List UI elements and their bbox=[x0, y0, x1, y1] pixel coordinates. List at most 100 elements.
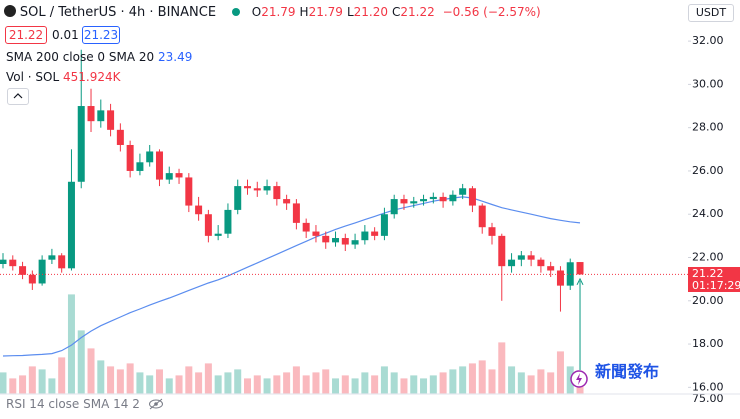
candle-body bbox=[361, 231, 369, 241]
ohlc: O21.79 H21.79 L21.20 C21.22 bbox=[252, 5, 439, 19]
volume-bar bbox=[547, 372, 555, 394]
volume-bar bbox=[312, 372, 320, 394]
volume-bar bbox=[107, 366, 115, 394]
volume-bar bbox=[517, 372, 525, 394]
volume-bar bbox=[449, 369, 457, 394]
candle-body bbox=[547, 266, 555, 271]
candle-body bbox=[38, 259, 46, 284]
candle-body bbox=[253, 188, 261, 191]
ohlc-value: 21.22 bbox=[400, 5, 435, 19]
candle-body bbox=[244, 186, 251, 189]
volume-bar bbox=[263, 378, 271, 394]
volume-bar bbox=[420, 378, 428, 394]
volume-bar bbox=[234, 369, 242, 394]
collapse-button[interactable] bbox=[7, 88, 29, 105]
rsi-label: RSI 14 close SMA 14 2 bbox=[6, 397, 140, 411]
candle-body bbox=[175, 173, 183, 178]
spread: 0.01 bbox=[52, 28, 79, 42]
y-tick-label: 32.00 bbox=[692, 34, 724, 47]
candle-body bbox=[58, 255, 66, 269]
volume-bar bbox=[302, 375, 310, 394]
candle-body bbox=[224, 209, 232, 234]
vol-value: 451.924K bbox=[62, 70, 121, 84]
currency-button[interactable]: USDT bbox=[688, 4, 734, 22]
ohlc-value: 21.79 bbox=[261, 5, 296, 19]
news-bolt bbox=[576, 373, 583, 385]
y-tick-label: 26.00 bbox=[692, 164, 724, 177]
ask[interactable]: 21.23 bbox=[82, 26, 120, 44]
bid[interactable]: 21.22 bbox=[5, 26, 47, 44]
collapse-icon bbox=[13, 93, 23, 99]
candle-body bbox=[19, 266, 27, 275]
volume-bar bbox=[38, 369, 46, 394]
volume-bar bbox=[0, 372, 7, 394]
sma-legend: SMA 200 close 0 SMA 20 23.49 bbox=[6, 50, 192, 64]
price-tag-countdown: 01:17:29 bbox=[692, 279, 740, 293]
volume-bar bbox=[116, 369, 124, 394]
candle-body bbox=[87, 106, 95, 122]
symbol[interactable]: SOL / TetherUS · 4h · BINANCE bbox=[19, 5, 217, 20]
vol-label: Vol · SOL bbox=[6, 70, 60, 84]
candle-body bbox=[537, 259, 545, 267]
candle-body bbox=[556, 270, 564, 286]
candle-body bbox=[165, 173, 173, 180]
candle-body bbox=[214, 233, 222, 236]
candle-body bbox=[527, 255, 535, 260]
candle-body bbox=[263, 186, 271, 191]
volume-bar bbox=[410, 375, 418, 394]
candle-body bbox=[410, 201, 418, 204]
volume-bar bbox=[556, 351, 564, 394]
volume-bar bbox=[77, 330, 85, 394]
candle-body bbox=[420, 199, 428, 202]
candle-body bbox=[155, 151, 163, 180]
volume-bar bbox=[371, 375, 379, 394]
volume-bar bbox=[380, 366, 388, 394]
ohlc-value: 21.79 bbox=[308, 5, 343, 19]
news-arrowhead bbox=[576, 277, 584, 286]
candle-body bbox=[273, 186, 281, 200]
ohlc-value: 21.20 bbox=[353, 5, 388, 19]
volume-bar bbox=[498, 342, 506, 394]
volume-bar bbox=[292, 366, 300, 394]
volume-bar bbox=[478, 360, 486, 394]
candle-body bbox=[429, 196, 437, 200]
volume-bar bbox=[341, 375, 349, 394]
candle-body bbox=[77, 106, 85, 182]
price-tag: 21.22 01:17:29 bbox=[688, 267, 740, 293]
candle-body bbox=[67, 181, 75, 269]
candle-body bbox=[292, 203, 300, 223]
volume-bar bbox=[136, 372, 144, 394]
volume-bar bbox=[332, 378, 340, 394]
volume-bar bbox=[155, 369, 163, 394]
volume-bar bbox=[439, 372, 447, 394]
volume-bar bbox=[253, 375, 261, 394]
candle-body bbox=[0, 259, 7, 264]
candle-body bbox=[312, 231, 320, 236]
ohlc-label: L bbox=[346, 5, 354, 19]
candle-body bbox=[136, 162, 144, 171]
volume-bar bbox=[87, 348, 95, 394]
y-tick-label: 16.00 bbox=[692, 380, 724, 393]
candle-body bbox=[107, 110, 115, 130]
symbol-row: SOL / TetherUS · 4h · BINANCE O21.79 H21.… bbox=[4, 5, 541, 20]
volume-bar bbox=[19, 375, 27, 394]
volume-bar bbox=[9, 378, 17, 394]
volume-bar bbox=[204, 363, 212, 394]
candle-body bbox=[351, 240, 359, 245]
news-label[interactable]: 新聞發布 bbox=[595, 362, 660, 381]
y-tick-label: 20.00 bbox=[692, 294, 724, 307]
volume-bar bbox=[224, 372, 232, 394]
candle-body bbox=[146, 151, 154, 163]
candle-body bbox=[97, 110, 105, 122]
price-tag-price: 21.22 bbox=[692, 267, 724, 281]
sma-label: SMA 200 close 0 SMA 20 bbox=[6, 50, 155, 64]
candle-body bbox=[341, 238, 349, 245]
sma-value: 23.49 bbox=[157, 50, 193, 64]
candle-body bbox=[283, 199, 291, 204]
y-tick-label: 28.00 bbox=[692, 121, 724, 134]
volume-bar bbox=[459, 366, 467, 394]
y-tick-label: 30.00 bbox=[692, 77, 724, 90]
eye-icon[interactable] bbox=[148, 398, 164, 410]
